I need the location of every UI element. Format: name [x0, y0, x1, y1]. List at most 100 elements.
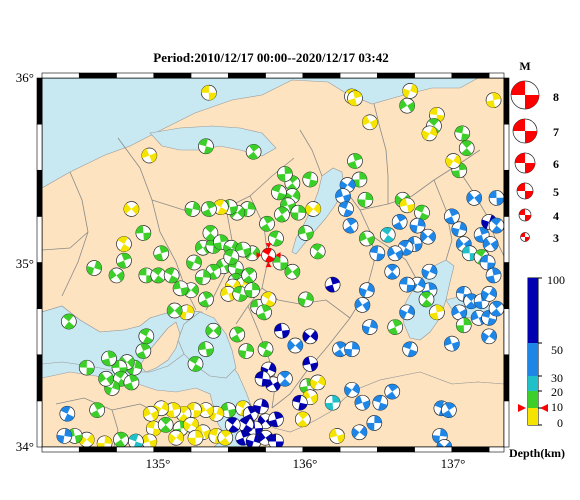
frame-tick-segment: [503, 308, 510, 356]
event-beachball: [445, 153, 462, 169]
frame-tick-segment: [190, 72, 229, 79]
frame-tick-segment: [339, 446, 378, 453]
frame-tick-segment: [78, 72, 117, 79]
event-beachball: [224, 417, 241, 433]
event-beachball: [138, 328, 155, 345]
event-beachball: [387, 319, 404, 335]
event-beachball: [294, 411, 311, 428]
event-beachball: [135, 225, 152, 241]
event-beachball: [297, 225, 314, 241]
event-beachball: [305, 201, 322, 217]
event-beachball: [123, 374, 140, 391]
frame-tick-segment: [227, 72, 266, 79]
frame-tick-segment: [503, 354, 510, 402]
event-beachball: [223, 249, 240, 265]
frame-tick-segment: [377, 446, 415, 453]
event-beachball: [387, 245, 404, 262]
magnitude-label-7: 7: [553, 125, 559, 139]
event-beachball: [268, 230, 284, 247]
event-beachball: [254, 370, 271, 387]
event-beachball: [198, 341, 214, 358]
frame-tick-segment: [36, 308, 43, 356]
event-beachball: [195, 269, 211, 286]
lon-label-137: 137°: [441, 456, 466, 471]
frame-tick-segment: [503, 169, 510, 217]
event-beachball: [402, 83, 418, 99]
frame-tick-segment: [451, 446, 490, 453]
event-beachball: [168, 429, 184, 446]
event-beachball: [271, 184, 287, 201]
event-beachball: [362, 114, 378, 131]
event-beachball: [454, 125, 471, 142]
event-beachball: [466, 190, 483, 206]
sea-wakasa-bay: [149, 125, 277, 157]
frame-tick-segment: [41, 446, 80, 453]
event-beachball: [145, 420, 162, 437]
event-beachball: [347, 153, 363, 169]
frame-tick-segment: [190, 446, 229, 453]
event-beachball: [157, 417, 174, 433]
event-beachball: [116, 236, 132, 252]
event-beachball: [238, 343, 255, 359]
magnitude-label-3: 3: [553, 231, 559, 245]
event-beachball: [369, 245, 386, 262]
frame-tick-segment: [503, 123, 510, 171]
event-beachball: [329, 428, 345, 444]
event-beachball: [150, 267, 167, 284]
frame-tick-segment: [116, 72, 155, 79]
event-beachball: [409, 217, 426, 234]
event-beachball: [257, 341, 274, 358]
event-beachball: [344, 341, 360, 358]
land-awaji-island: [139, 321, 181, 373]
event-beachball: [391, 214, 408, 230]
event-beachball: [277, 166, 293, 182]
lat-label-36: 36°: [16, 70, 34, 85]
frame-tick-segment: [41, 72, 80, 79]
magnitude-label-5: 5: [553, 185, 559, 199]
event-beachball: [232, 286, 249, 302]
magnitude-legend-heading: M: [519, 59, 530, 73]
event-beachball: [488, 300, 504, 317]
event-beachball: [357, 191, 374, 208]
event-beachball: [379, 226, 396, 243]
event-beachball: [163, 267, 180, 284]
event-beachball: [113, 431, 129, 447]
event-beachball: [201, 84, 217, 101]
event-beachball: [359, 230, 375, 247]
event-beachball: [274, 322, 290, 339]
event-beachball: [366, 415, 383, 431]
event-beachball: [443, 208, 460, 225]
event-beachball: [362, 319, 378, 335]
depth-tick-10: 10: [551, 400, 563, 414]
event-beachball: [198, 138, 214, 155]
lat-label-35: 35°: [16, 256, 34, 271]
depth-color-band: [528, 343, 538, 376]
event-beachball: [244, 282, 260, 299]
depth-color-band: [528, 278, 538, 343]
event-beachball: [347, 90, 363, 107]
event-beachball: [461, 245, 478, 262]
frame-tick-segment: [36, 123, 43, 171]
event-beachball: [359, 282, 375, 299]
event-beachball: [245, 143, 262, 160]
magnitude-label-6: 6: [553, 157, 559, 171]
event-beachball: [455, 317, 472, 334]
event-beachball: [399, 197, 415, 214]
frame-tick-segment: [265, 446, 304, 453]
magnitude-label-8: 8: [553, 90, 559, 104]
event-beachball: [443, 335, 460, 352]
event-beachball: [402, 341, 418, 358]
event-beachball: [56, 428, 73, 444]
frame-tick-segment: [78, 446, 117, 453]
frame-tick-segment: [36, 169, 43, 217]
event-beachball: [485, 92, 502, 108]
event-beachball: [108, 267, 125, 284]
event-beachball: [287, 337, 304, 354]
event-beachball: [153, 245, 170, 262]
event-beachball: [89, 402, 105, 418]
event-beachball: [309, 374, 326, 391]
event-beachball: [187, 356, 204, 372]
event-beachball: [479, 254, 496, 271]
frame-tick-segment: [36, 77, 43, 125]
depth-marker: [518, 404, 548, 412]
